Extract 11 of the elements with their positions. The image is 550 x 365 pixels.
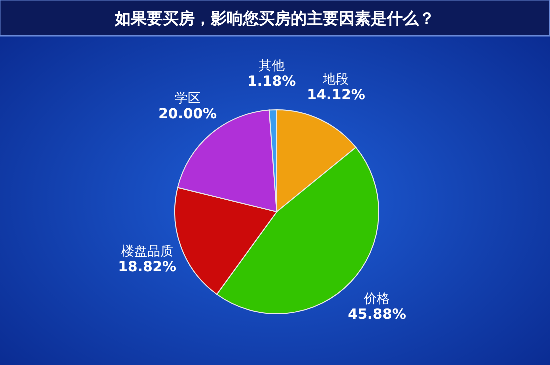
slice-label: 楼盘品质 [121,244,174,260]
data-label: 45.88% [348,306,406,323]
chart-title: 如果要买房，影响您买房的主要因素是什么？ [114,9,435,28]
slice-label: 地段 [322,72,350,88]
slice-label: 其他 [258,59,285,74]
slice-label: 价格 [363,292,390,307]
data-label: 20.00% [158,106,217,123]
data-label: 14.12% [307,87,366,104]
slice-label: 学区 [174,92,201,107]
data-label: 18.82% [118,259,177,276]
data-label: 1.18% [248,74,296,90]
